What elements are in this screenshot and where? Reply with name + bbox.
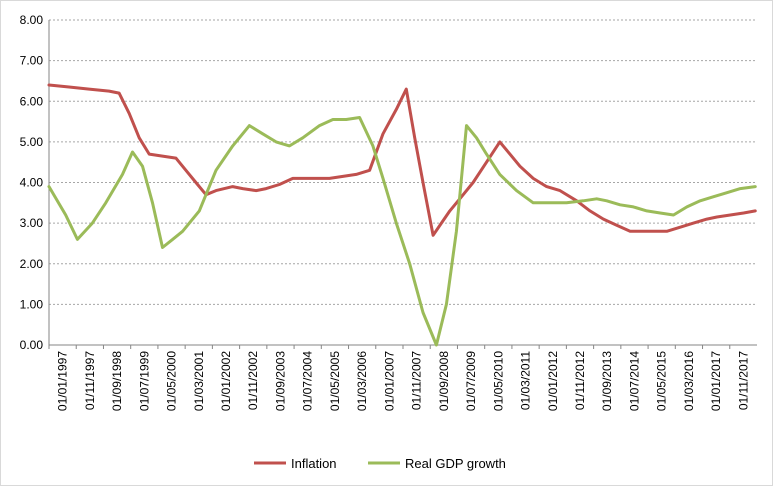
x-tick-label: 01/07/1999	[137, 351, 151, 411]
x-tick-label: 01/01/2017	[709, 351, 723, 411]
x-tick-label: 01/09/2008	[437, 351, 451, 411]
y-tick-label: 2.00	[20, 257, 44, 271]
legend-label-1: Real GDP growth	[405, 456, 506, 471]
x-tick-label: 01/05/2010	[491, 351, 505, 411]
y-tick-label: 5.00	[20, 135, 44, 149]
x-tick-label: 01/11/2012	[573, 351, 587, 410]
x-tick-label: 01/07/2014	[627, 351, 641, 411]
y-tick-label: 1.00	[20, 297, 44, 311]
x-tick-label: 01/11/1997	[83, 351, 97, 410]
gridlines	[49, 19, 757, 305]
y-tick-label: 6.00	[20, 94, 44, 108]
series-lines	[47, 83, 757, 347]
legend-label-0: Inflation	[291, 456, 337, 471]
x-tick-label: 01/11/2007	[410, 351, 424, 410]
x-tick-label: 01/07/2009	[464, 351, 478, 411]
x-tick-label: 01/01/2007	[382, 351, 396, 411]
x-tick-label: 01/09/2013	[600, 351, 614, 411]
y-tick-label: 4.00	[20, 176, 44, 190]
x-tick-label: 01/01/1997	[56, 351, 70, 411]
x-tick-label: 01/03/2006	[355, 351, 369, 411]
series-line-real-gdp-growth	[47, 116, 757, 347]
x-tick-label: 01/07/2004	[301, 351, 315, 411]
x-tick-label: 01/01/2002	[219, 351, 233, 411]
x-tick-label: 01/01/2012	[546, 351, 560, 411]
x-tick-label: 01/05/2005	[328, 351, 342, 411]
y-tick-label: 0.00	[20, 338, 44, 352]
x-tick-label: 01/03/2016	[682, 351, 696, 411]
y-tick-label: 7.00	[20, 54, 44, 68]
legend: Inflation Real GDP growth	[254, 456, 506, 471]
x-tick-label: 01/03/2011	[519, 351, 533, 410]
y-tick-label: 8.00	[20, 13, 44, 27]
x-tick-label: 01/09/2003	[273, 351, 287, 411]
y-tick-label: 3.00	[20, 216, 44, 230]
x-tick-label: 01/03/2001	[192, 351, 206, 411]
x-tick-label: 01/11/2002	[246, 351, 260, 410]
x-tick-label: 01/05/2015	[655, 351, 669, 411]
x-tick-label: 01/05/2000	[165, 351, 179, 411]
axes: 0.00 1.00 2.00 3.00 4.00 5.00 6.00 7.00 8.00 01/0…	[20, 13, 757, 411]
x-tick-label: 01/11/2017	[736, 351, 750, 410]
series-line-inflation	[47, 83, 757, 237]
x-tick-label: 01/09/1998	[110, 351, 124, 411]
